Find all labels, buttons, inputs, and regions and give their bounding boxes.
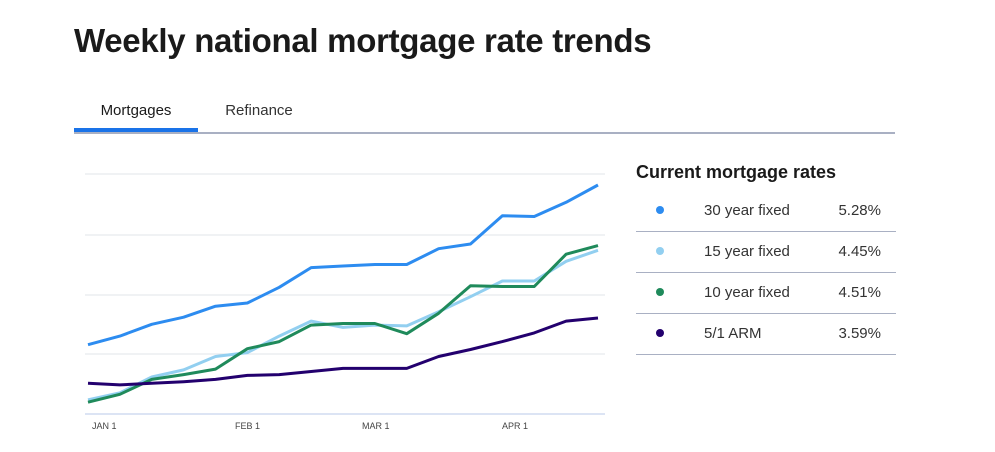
tab-refinance[interactable]: Refinance: [225, 102, 293, 119]
rate-label: 30 year fixed: [704, 202, 790, 219]
legend-dot-icon: [656, 247, 664, 255]
rate-row: 10 year fixed 4.51%: [636, 273, 896, 314]
legend-dot-icon: [656, 329, 664, 337]
rate-label: 5/1 ARM: [704, 325, 762, 342]
rate-value: 4.51%: [838, 284, 881, 301]
rate-value: 4.45%: [838, 243, 881, 260]
tab-mortgages[interactable]: Mortgages: [74, 96, 198, 132]
series-line-10-year-fixed: [87, 244, 599, 404]
series-line-15-year-fixed: [87, 248, 599, 402]
current-rates-panel: Current mortgage rates 30 year fixed 5.2…: [636, 162, 896, 355]
rate-label: 10 year fixed: [704, 284, 790, 301]
rate-row: 30 year fixed 5.28%: [636, 191, 896, 232]
x-tick-label: JAN 1: [92, 421, 117, 431]
rate-value: 3.59%: [838, 325, 881, 342]
rate-value: 5.28%: [838, 202, 881, 219]
line-chart: JAN 1 FEB 1 MAR 1 APR 1: [85, 173, 605, 431]
rate-row: 15 year fixed 4.45%: [636, 232, 896, 273]
x-tick-label: FEB 1: [235, 421, 260, 431]
series-line-5-1-arm: [87, 316, 599, 387]
tab-bar: Mortgages Refinance: [74, 96, 895, 134]
x-tick-label: APR 1: [502, 421, 528, 431]
rate-label: 15 year fixed: [704, 243, 790, 260]
x-tick-label: MAR 1: [362, 421, 390, 431]
series-line-30-year-fixed: [87, 183, 599, 347]
panel-title: Current mortgage rates: [636, 162, 837, 182]
page-title: Weekly national mortgage rate trends: [74, 22, 652, 59]
legend-dot-icon: [656, 288, 664, 296]
rate-row: 5/1 ARM 3.59%: [636, 314, 896, 355]
legend-dot-icon: [656, 206, 664, 214]
